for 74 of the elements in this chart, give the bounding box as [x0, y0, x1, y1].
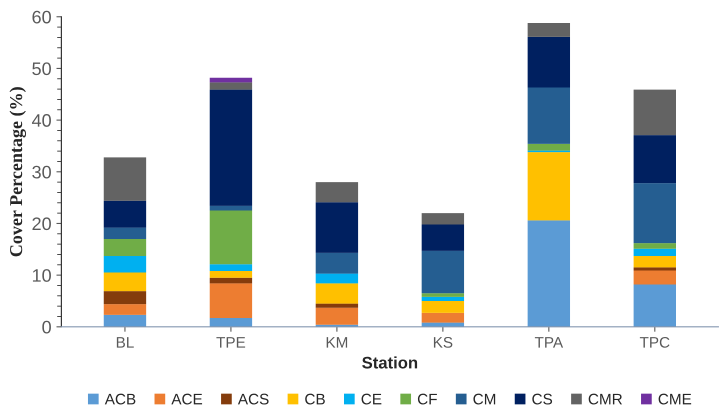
bar: [210, 264, 252, 272]
bar: [210, 278, 252, 284]
bar: [634, 248, 676, 256]
legend-label: ACB: [104, 394, 136, 404]
bar: [316, 252, 358, 274]
bar: [210, 283, 252, 318]
x-tick-label: KS: [434, 336, 452, 348]
bar: [422, 250, 464, 294]
bar: [104, 256, 146, 273]
legend-label: CS: [532, 394, 552, 404]
legend-label: CM: [473, 394, 496, 404]
legend-label: ACS: [238, 394, 269, 404]
bar: [528, 36, 570, 88]
y-tick-label: 20: [32, 217, 51, 230]
bar: [422, 296, 464, 301]
bar: [422, 224, 464, 251]
bar: [210, 206, 252, 211]
bar: [210, 318, 252, 327]
bar: [104, 157, 146, 201]
bar: [104, 304, 146, 315]
bar: [528, 220, 570, 327]
bar: [634, 267, 676, 270]
x-tick-label: BL: [116, 337, 134, 348]
bar: [634, 256, 676, 268]
x-tick-label: TPC: [640, 336, 670, 348]
bar: [210, 271, 252, 278]
legend-label: CMR: [588, 394, 622, 404]
bar: [528, 144, 570, 151]
bar: [528, 22, 570, 37]
bar: [634, 90, 676, 136]
bar: [634, 243, 676, 249]
bar: [422, 293, 464, 297]
bar: [316, 308, 358, 325]
bar: [422, 300, 464, 313]
legend-label: CB: [305, 394, 325, 404]
bar: [104, 238, 146, 256]
x-axis-title: Station: [362, 356, 418, 369]
legend-label: CME: [658, 394, 692, 404]
bar: [316, 274, 358, 284]
x-tick-label: TPE: [216, 337, 246, 348]
bar: [316, 202, 358, 253]
bar: [422, 312, 464, 323]
bar: [634, 284, 676, 327]
bar: [528, 88, 570, 144]
x-tick-label: TPA: [534, 337, 564, 348]
y-tick-label: 0: [42, 320, 51, 334]
y-tick-label: 40: [32, 114, 51, 127]
y-tick-label: 60: [32, 10, 51, 24]
legend-label: CE: [362, 394, 382, 404]
x-tick-label: KM: [326, 337, 348, 348]
bar: [422, 213, 464, 224]
bar: [316, 182, 358, 202]
bar: [104, 200, 146, 228]
bar: [104, 291, 146, 304]
legend-label: ACE: [171, 394, 202, 404]
bar: [634, 270, 676, 284]
bar: [528, 152, 570, 220]
bar: [210, 82, 252, 90]
y-tick-label: 30: [32, 166, 51, 179]
bar: [210, 78, 252, 82]
y-tick-label: 50: [32, 62, 51, 76]
bar: [210, 210, 252, 264]
y-axis-title: Cover Percentage (%): [9, 87, 26, 256]
legend-label: CF: [418, 394, 437, 404]
bar: [104, 228, 146, 239]
bar: [104, 272, 146, 292]
bar: [316, 304, 358, 308]
bar: [316, 283, 358, 304]
bar: [634, 183, 676, 244]
bar: [210, 90, 252, 206]
bar: [104, 314, 146, 327]
bar: [422, 322, 464, 327]
y-tick-label: 10: [32, 269, 51, 282]
bar: [634, 135, 676, 184]
